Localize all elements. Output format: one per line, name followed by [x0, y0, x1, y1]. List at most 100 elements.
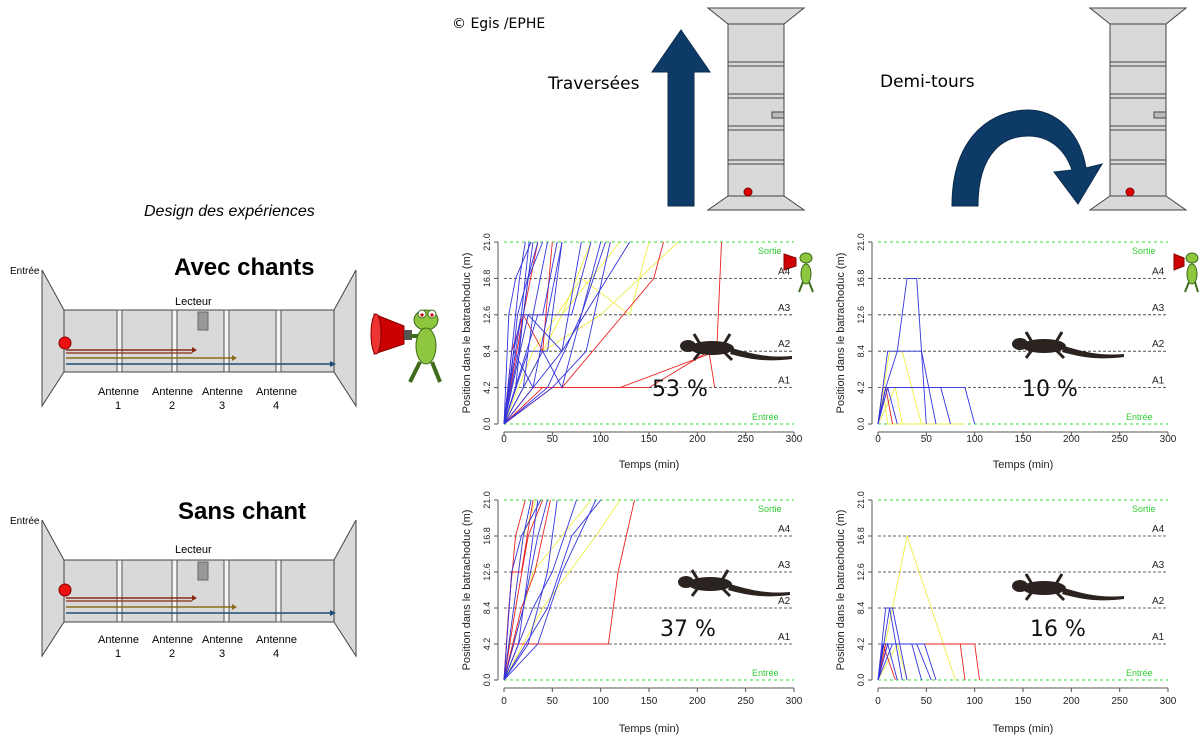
- trajectory-line: [877, 643, 922, 681]
- small-frog-megaphone-icon: [783, 252, 814, 293]
- x-tick-label: 0: [501, 696, 507, 707]
- x-tick-label: 150: [641, 434, 658, 445]
- antenna-line-label: A1: [1152, 632, 1165, 643]
- antenna-number: 1: [115, 648, 122, 660]
- y-tick-label: 12.6: [856, 306, 866, 324]
- exit-label: Sortie: [1132, 504, 1156, 514]
- reader-label: Lecteur: [175, 544, 212, 556]
- trajectory-line: [503, 499, 542, 681]
- x-tick-label: 50: [921, 434, 933, 445]
- x-tick-label: 250: [1111, 696, 1128, 707]
- salamander-icon: [1012, 573, 1124, 602]
- frog-megaphone-icon: [370, 309, 442, 383]
- condition-title-avec: Avec chants: [174, 254, 315, 281]
- trajectory-line: [503, 241, 631, 425]
- trajectory-line: [503, 499, 544, 681]
- crossing-percentage: 16 %: [1030, 617, 1086, 642]
- trajectory-line: [503, 241, 553, 425]
- antenna-line-label: A4: [778, 524, 791, 535]
- crossings-header: Traversées: [548, 74, 640, 94]
- trajectory-line: [503, 241, 563, 425]
- antenna-label: Antenne: [202, 386, 243, 398]
- x-axis-label: Temps (min): [619, 723, 680, 735]
- antenna-line-label: A4: [1152, 266, 1165, 277]
- x-tick-label: 0: [875, 696, 881, 707]
- tunnel-uturn-icon: [1088, 7, 1188, 211]
- entry-line-label: Entrée: [1126, 668, 1153, 678]
- antenna-label: Antenne: [256, 386, 297, 398]
- y-tick-label: 4.2: [856, 638, 866, 651]
- trajectory-line: [503, 241, 582, 425]
- antenna-number: 4: [273, 648, 280, 660]
- design-label: Design des expériences: [144, 203, 315, 220]
- trajectory-line: [503, 241, 606, 425]
- entry-line-label: Entrée: [752, 412, 779, 422]
- exit-label: Sortie: [758, 246, 782, 256]
- antenna-line-label: A3: [778, 303, 791, 314]
- x-tick-label: 150: [1015, 434, 1032, 445]
- trajectory-line: [503, 499, 621, 681]
- trajectory-line: [503, 499, 539, 681]
- antenna-line-label: A1: [778, 632, 791, 643]
- x-tick-label: 300: [786, 434, 803, 445]
- antenna-number: 4: [273, 400, 280, 412]
- u-turn-arrow-icon: [951, 109, 1104, 207]
- antenna-line-label: A2: [778, 339, 791, 350]
- y-tick-label: 12.6: [482, 306, 492, 324]
- trajectory-line: [503, 241, 526, 425]
- antenna-line-label: A4: [1152, 524, 1165, 535]
- trajectory-line: [503, 499, 558, 681]
- crossing-percentage: 53 %: [652, 377, 708, 402]
- y-tick-label: 0.0: [856, 674, 866, 687]
- y-tick-label: 21.0: [856, 233, 866, 251]
- salamander-icon: [680, 333, 792, 362]
- x-tick-label: 300: [786, 696, 803, 707]
- x-tick-label: 100: [592, 434, 609, 445]
- trajectory-line: [503, 499, 602, 681]
- y-tick-label: 0.0: [856, 418, 866, 431]
- condition-title-sans: Sans chant: [178, 498, 307, 525]
- small-frog-megaphone-icon: [1173, 252, 1199, 293]
- y-axis-label: Position dans le batrachoduc (m): [835, 253, 847, 414]
- entry-line-label: Entrée: [1126, 412, 1153, 422]
- trajectory-line: [503, 499, 597, 681]
- y-axis-label: Position dans le batrachoduc (m): [835, 510, 847, 671]
- y-tick-label: 4.2: [856, 381, 866, 394]
- x-tick-label: 100: [592, 696, 609, 707]
- up-arrow-icon: [651, 29, 711, 207]
- x-tick-label: 250: [1111, 434, 1128, 445]
- x-tick-label: 150: [1015, 696, 1032, 707]
- x-tick-label: 100: [966, 696, 983, 707]
- crossing-percentage: 10 %: [1022, 377, 1078, 402]
- y-tick-label: 21.0: [482, 233, 492, 251]
- experiment-diagram-avec: Entrée Lecteur Antenne Antenne Antenne A…: [0, 250, 370, 420]
- y-tick-label: 8.4: [482, 602, 492, 615]
- experiment-diagram-sans: Entrée Lecteur Antenne Antenne Antenne A…: [0, 512, 370, 682]
- antenna-line-label: A3: [1152, 560, 1165, 571]
- x-axis-label: Temps (min): [993, 459, 1054, 471]
- entry-line-label: Entrée: [752, 668, 779, 678]
- exit-label: Sortie: [1132, 246, 1156, 256]
- trajectory-line: [877, 387, 951, 425]
- y-tick-label: 0.0: [482, 674, 492, 687]
- x-tick-label: 200: [1063, 434, 1080, 445]
- crossing-percentage: 37 %: [660, 617, 716, 642]
- antenna-label: Antenne: [256, 634, 297, 646]
- trajectory-line: [503, 241, 558, 425]
- antenna-line-label: A2: [1152, 339, 1165, 350]
- plot-sans-traversees: Sortie Entrée A1 A2 A3 A4 0.0 4.2 8.4 12.6 16.8 21.…: [440, 484, 810, 740]
- y-tick-label: 8.4: [856, 345, 866, 358]
- x-tick-label: 250: [737, 434, 754, 445]
- y-tick-label: 0.0: [482, 418, 492, 431]
- x-tick-label: 200: [1063, 696, 1080, 707]
- antenna-label: Antenne: [98, 634, 139, 646]
- y-tick-label: 21.0: [856, 491, 866, 509]
- trajectory-line: [503, 499, 592, 681]
- x-tick-label: 300: [1160, 696, 1177, 707]
- x-tick-label: 100: [966, 434, 983, 445]
- y-tick-label: 16.8: [856, 270, 866, 288]
- antenna-number: 2: [169, 400, 176, 412]
- y-tick-label: 16.8: [482, 270, 492, 288]
- y-tick-label: 16.8: [482, 527, 492, 545]
- trajectory-line: [503, 499, 551, 681]
